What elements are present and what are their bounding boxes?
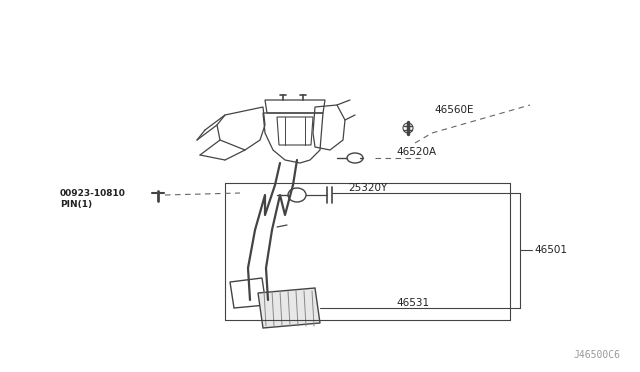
Text: 46560E: 46560E bbox=[434, 105, 474, 115]
Polygon shape bbox=[258, 288, 320, 328]
Text: 25320Y: 25320Y bbox=[348, 183, 387, 193]
Text: 46501: 46501 bbox=[534, 245, 567, 255]
Text: 00923-10810: 00923-10810 bbox=[60, 189, 126, 198]
Polygon shape bbox=[277, 117, 313, 145]
Text: 46520A: 46520A bbox=[396, 147, 436, 157]
Polygon shape bbox=[230, 278, 266, 308]
Text: PIN(1): PIN(1) bbox=[60, 201, 92, 209]
Text: 46531: 46531 bbox=[396, 298, 429, 308]
Text: J46500C6: J46500C6 bbox=[573, 350, 620, 360]
